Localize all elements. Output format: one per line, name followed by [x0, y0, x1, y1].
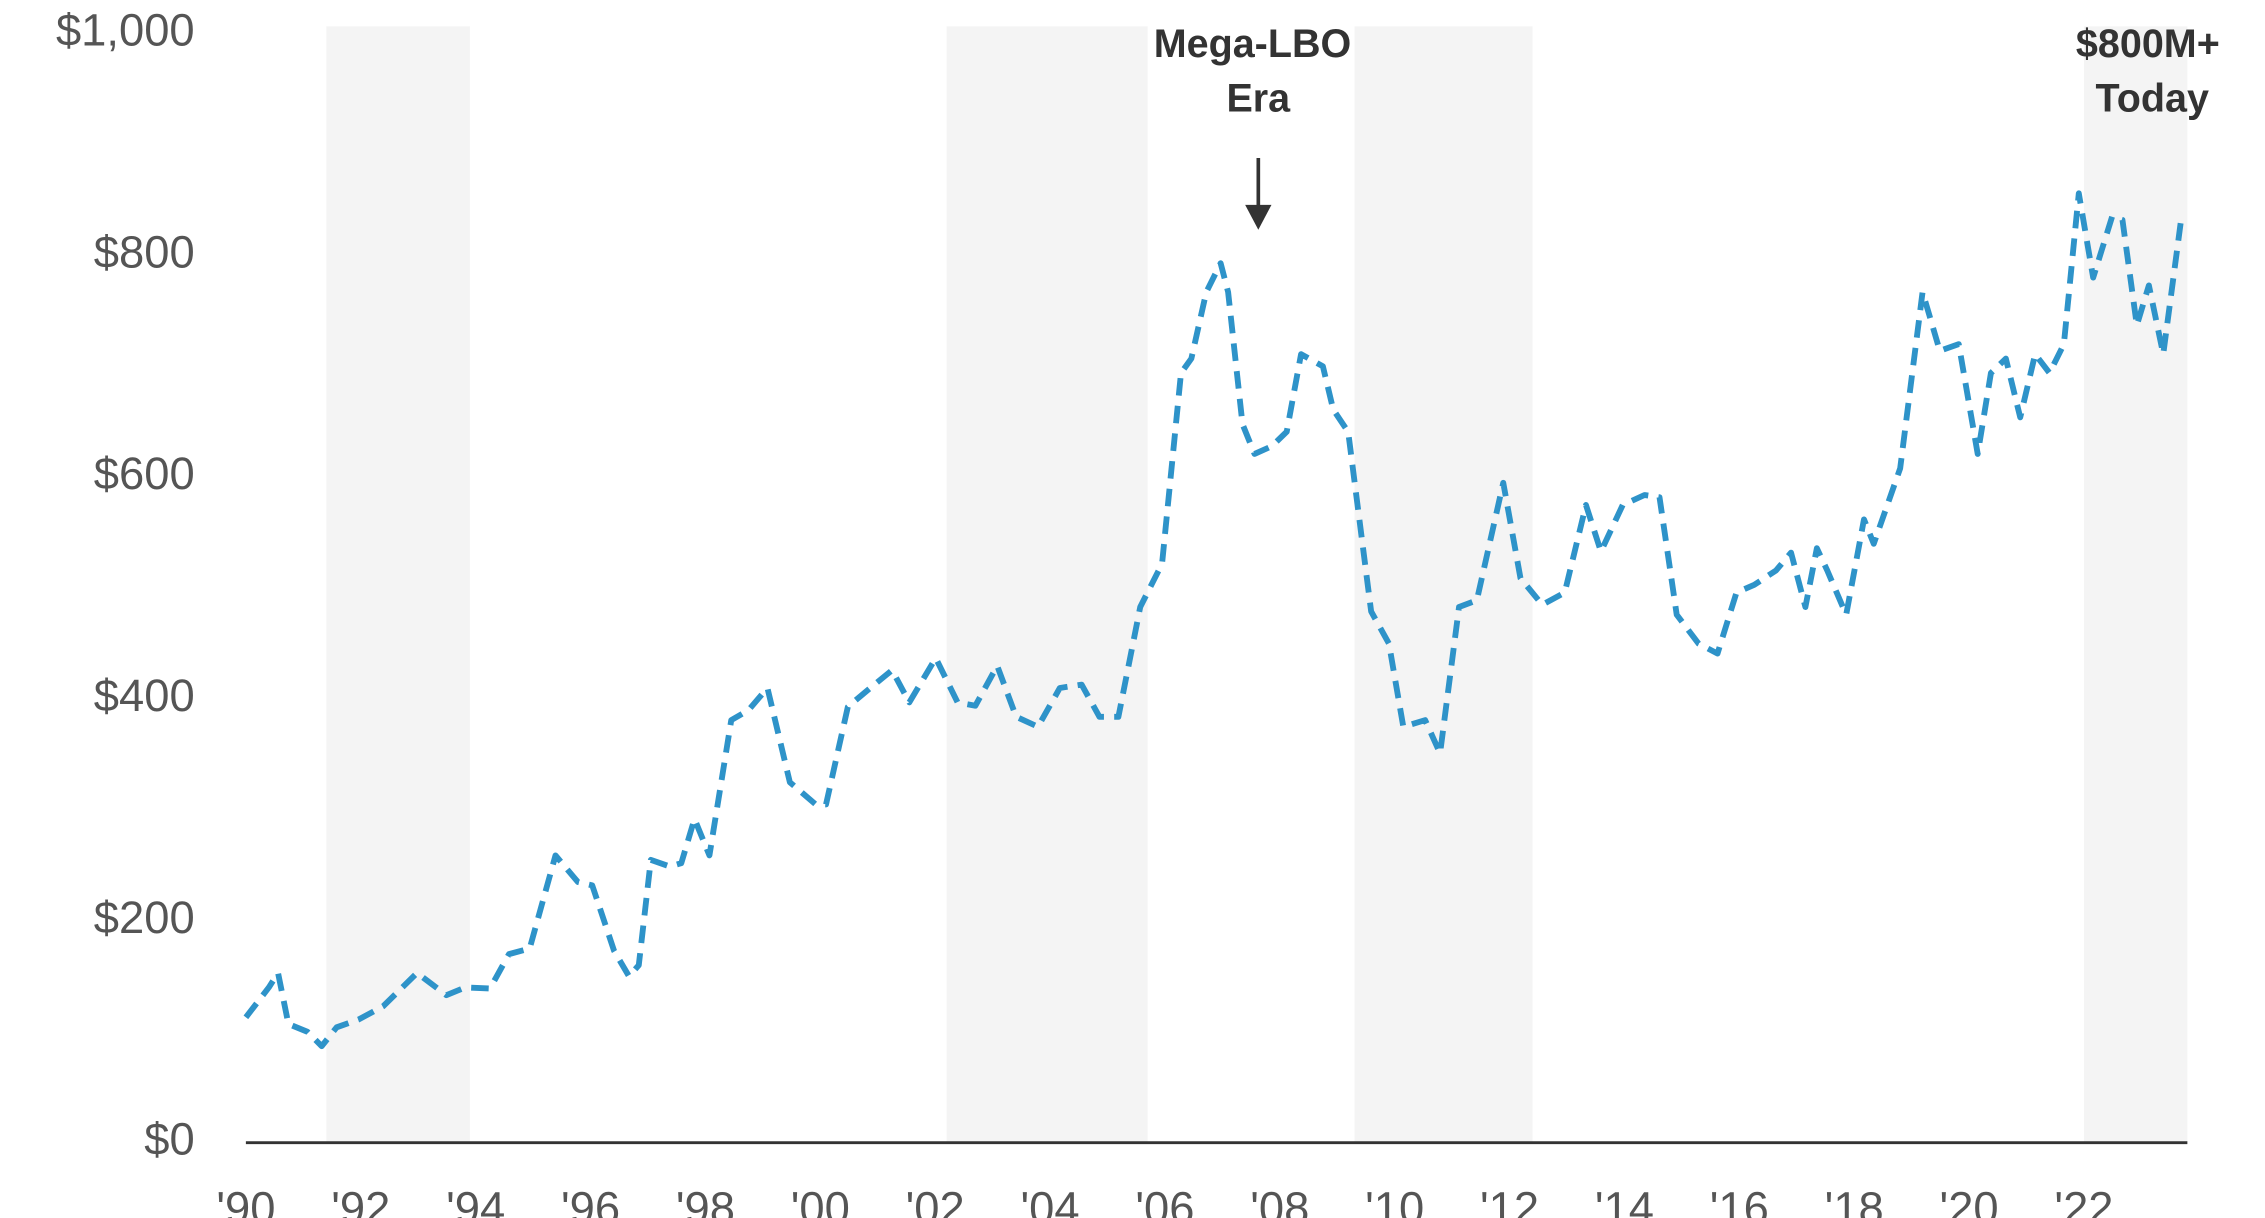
x-tick-label: '14	[1595, 1182, 1654, 1218]
x-tick-label: '18	[1825, 1182, 1884, 1218]
x-tick-label: '92	[331, 1182, 390, 1218]
annotation: Mega-LBO	[1154, 22, 1352, 66]
x-tick-label: '90	[216, 1182, 275, 1218]
x-tick-label: '08	[1250, 1182, 1309, 1218]
annotation-arrowhead	[1245, 204, 1272, 230]
annotation: Today	[2096, 76, 2209, 120]
x-tick-label: '06	[1135, 1182, 1194, 1218]
x-tick-label: '96	[561, 1182, 620, 1218]
shaded-period	[326, 26, 470, 1143]
data-line	[243, 190, 2184, 1050]
x-tick-label: '94	[446, 1182, 505, 1218]
x-tick-label: '02	[906, 1182, 965, 1218]
y-tick-label: $600	[94, 448, 195, 499]
x-tick-label: '00	[791, 1182, 850, 1218]
x-tick-label: '10	[1365, 1182, 1424, 1218]
annotation: Era	[1226, 76, 1291, 120]
x-tick-label: '20	[1940, 1182, 1999, 1218]
shaded-periods	[326, 26, 2188, 1143]
shaded-period	[1354, 26, 1533, 1143]
y-tick-label: $1,000	[56, 5, 195, 56]
x-tick-label: '16	[1710, 1182, 1769, 1218]
x-tick-label: '98	[676, 1182, 735, 1218]
y-tick-label: $200	[94, 892, 195, 943]
annotation: $800M+	[2076, 22, 2220, 66]
y-tick-label: $400	[94, 670, 195, 721]
y-tick-label: $800	[94, 226, 195, 277]
x-tick-label: '22	[2054, 1182, 2113, 1218]
y-tick-label: $0	[144, 1114, 194, 1165]
x-tick-label: '04	[1021, 1182, 1080, 1218]
shaded-period	[2083, 26, 2188, 1143]
shaded-period	[946, 26, 1148, 1143]
x-tick-label: '12	[1480, 1182, 1539, 1218]
